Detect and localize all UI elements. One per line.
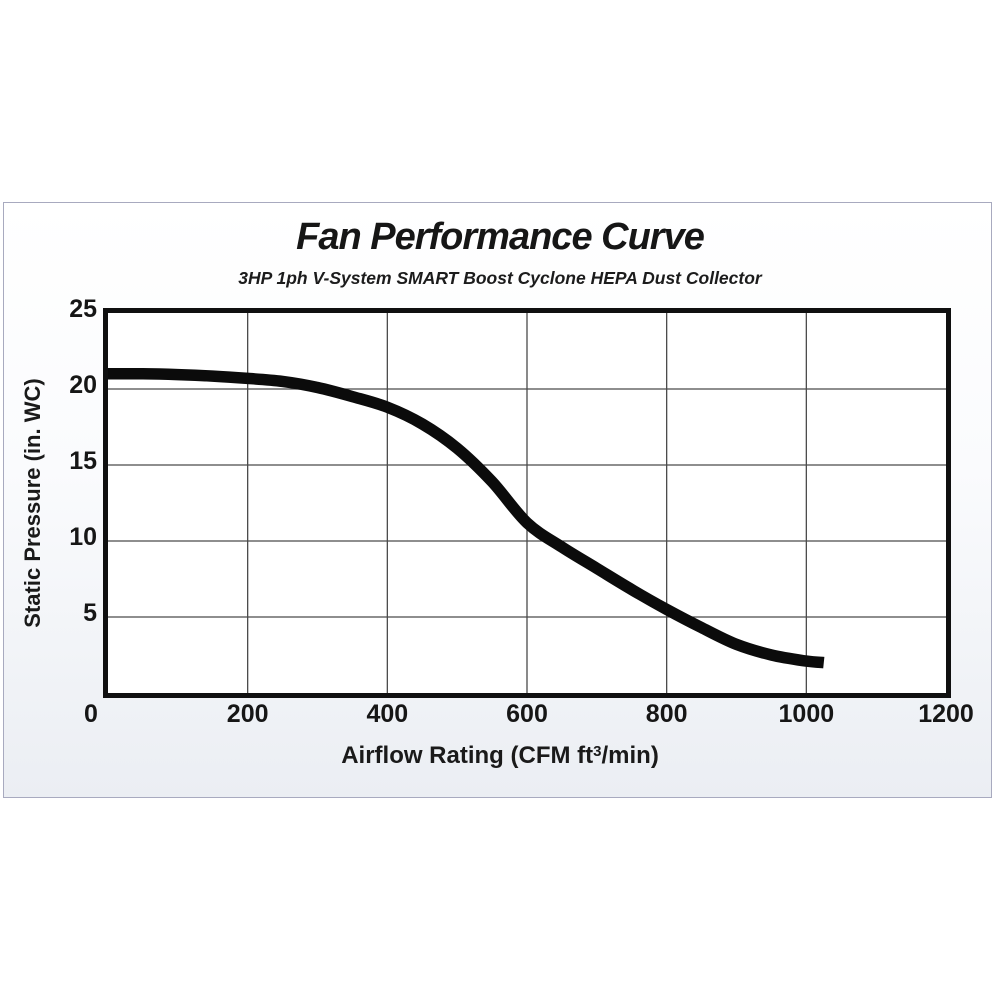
fan-curve-line: [108, 368, 825, 669]
x-axis-label: Airflow Rating (CFM ft3/min): [0, 742, 1000, 770]
x-tick-label: 800: [645, 700, 688, 728]
x-axis-label-superscript: 3: [593, 743, 602, 760]
x-axis-ticks: 0 200 400 600 800 1000 1200: [0, 700, 1000, 730]
x-tick-label: 600: [506, 700, 548, 728]
y-axis-ticks: 25 20 15 10 5: [0, 0, 100, 1000]
y-tick-label: 10: [69, 523, 97, 551]
x-axis-label-text: Airflow Rating (CFM ft: [341, 742, 594, 769]
x-tick-label: 1200: [918, 700, 974, 728]
plot-area: [103, 308, 951, 698]
y-tick-label: 15: [69, 447, 97, 475]
x-tick-label: 200: [226, 700, 269, 728]
chart-subtitle: 3HP 1ph V-System SMART Boost Cyclone HEP…: [238, 268, 762, 288]
y-tick-label: 5: [83, 599, 97, 627]
x-tick-label: 400: [366, 700, 409, 728]
x-tick-label: 0: [84, 700, 98, 728]
y-tick-label: 20: [69, 371, 97, 399]
chart-title: Fan Performance Curve: [296, 216, 705, 258]
y-tick-label: 25: [69, 295, 97, 323]
x-axis-label-units: /min): [601, 742, 659, 769]
x-tick-label: 1000: [778, 700, 835, 728]
fan-curve-plot: [108, 313, 946, 693]
